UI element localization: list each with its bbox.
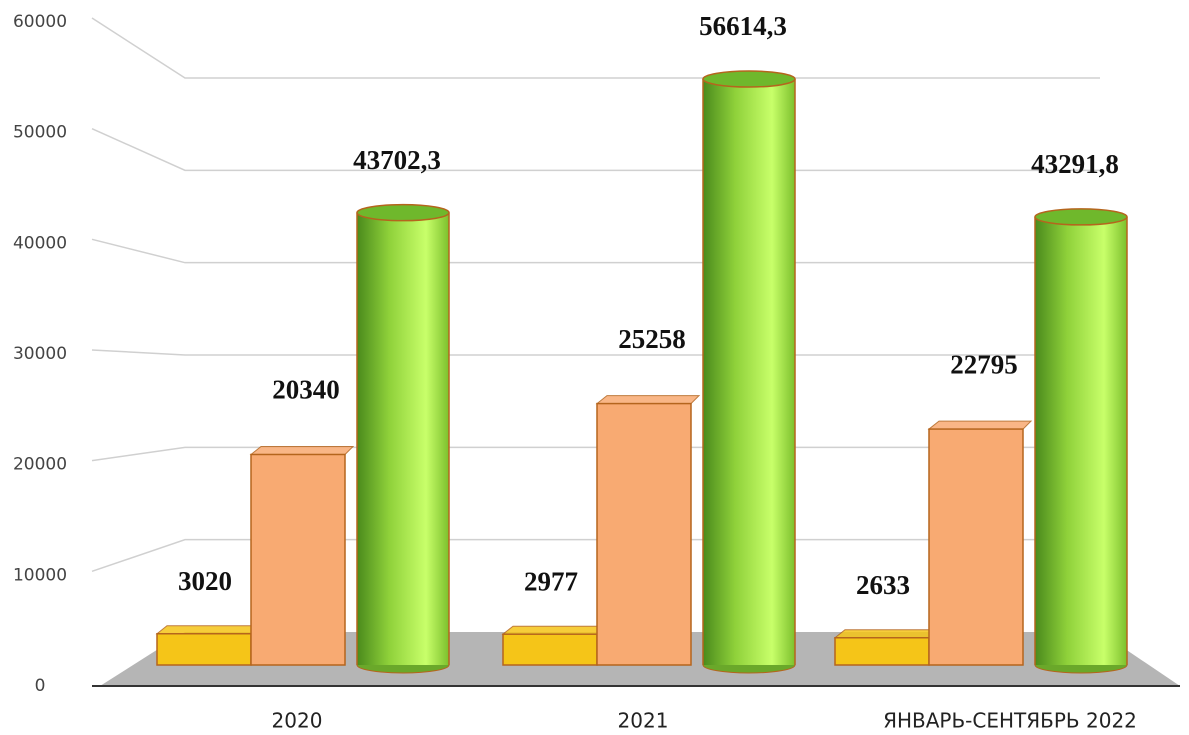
y-tick-label: 10000 [13,565,67,585]
bar-top [249,445,355,455]
bar [928,428,1024,666]
value-label: 22795 [950,349,1018,379]
grid-line [91,238,1100,264]
bar [502,633,598,666]
bar [834,636,930,666]
x-tick-label: 2020 [272,709,323,733]
cylinder-top [1034,208,1128,226]
cylinder-top [356,203,450,222]
bar [1035,216,1127,665]
bar [156,632,252,666]
grid-line [91,17,1100,79]
bar [703,79,795,665]
bar-top [155,625,261,635]
cylinder-top [702,70,796,88]
y-tick-label: 50000 [13,123,67,143]
value-label: 56614,3 [699,11,787,41]
bar [250,453,346,666]
bar-top [501,625,607,635]
value-label: 25258 [618,324,686,354]
y-tick-label: 20000 [13,455,67,475]
value-label: 43291,8 [1031,149,1119,179]
bar-top [833,629,939,639]
grid-line [91,127,1100,172]
value-label: 43702,3 [353,145,441,175]
grid-line [91,349,1100,356]
value-label: 20340 [272,375,340,405]
value-label: 2977 [524,566,578,596]
value-label: 2633 [856,570,910,600]
x-tick-label: ЯНВАРЬ-СЕНТЯБРЬ 2022 [883,709,1137,733]
y-tick-label: 40000 [13,233,67,253]
y-tick-label: 0 [35,676,46,696]
y-tick-label: 60000 [13,12,67,32]
value-label: 3020 [178,566,232,596]
bar [596,402,692,666]
bar-top [595,395,701,405]
bar [357,212,449,665]
y-tick-label: 30000 [13,344,67,364]
x-tick-label: 2021 [618,709,669,733]
bar-top [927,420,1033,430]
